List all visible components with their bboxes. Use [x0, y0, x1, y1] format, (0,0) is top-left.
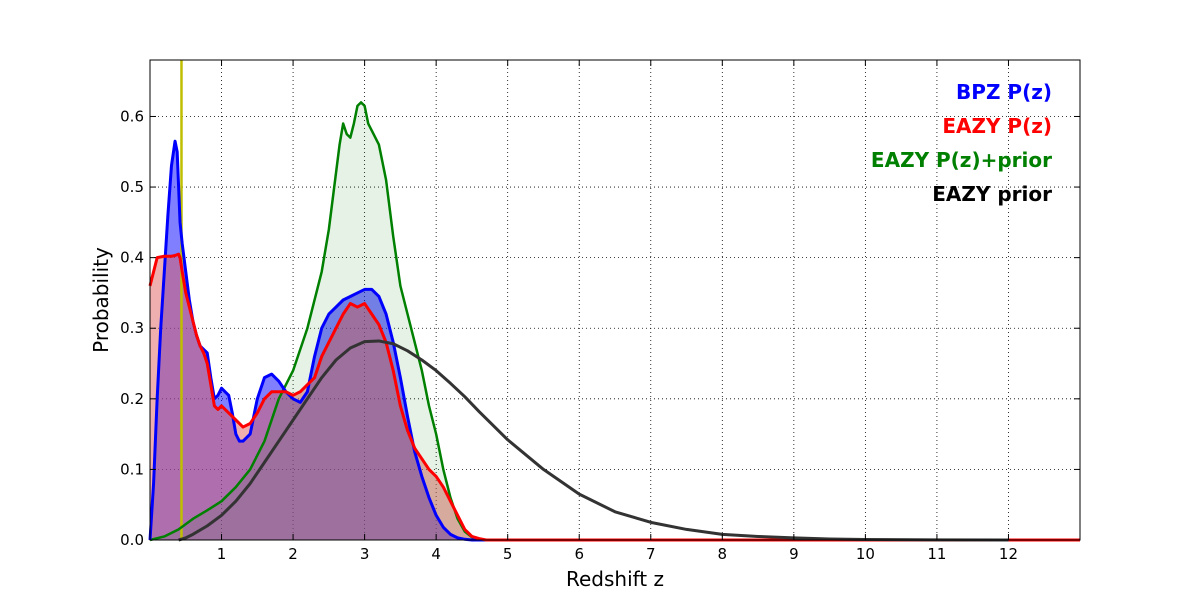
- y-tick-label: 0.3: [120, 319, 144, 337]
- y-tick-label: 0.0: [120, 531, 144, 549]
- x-tick-label: 3: [360, 545, 370, 563]
- legend: BPZ P(z) EAZY P(z) EAZY P(z)+prior EAZY …: [871, 80, 1052, 206]
- x-tick-label: 2: [288, 545, 298, 563]
- y-tick-label: 0.5: [120, 178, 144, 196]
- series-line-2: [149, 101, 1080, 542]
- legend-label-bpz: BPZ P(z): [956, 80, 1052, 104]
- x-tick-label: 9: [789, 545, 799, 563]
- y-axis-label: Probability: [89, 247, 113, 353]
- x-tick-label: 7: [646, 545, 656, 563]
- series-fill-2: [150, 102, 1080, 540]
- axis-ticks: 1 2 3 4 5 6 7 8 9 10 11 120.00.10.20.30.40.50.6: [120, 60, 1080, 563]
- x-tick-label: 10: [856, 545, 875, 563]
- series-fill-1: [150, 254, 1080, 540]
- x-tick-label: 12: [999, 545, 1018, 563]
- legend-label-eazy: EAZY P(z): [942, 114, 1052, 138]
- y-tick-label: 0.1: [120, 460, 144, 478]
- x-tick-label: 11: [927, 545, 946, 563]
- legend-label-eazy-prior-combined: EAZY P(z)+prior: [871, 148, 1052, 172]
- x-axis-label: Redshift z: [566, 567, 664, 591]
- series-line-1: [148, 252, 1080, 542]
- x-tick-label: 4: [431, 545, 441, 563]
- series-line-0: [148, 139, 1080, 542]
- plot-frame: [149, 59, 1081, 541]
- y-tick-label: 0.2: [120, 390, 144, 408]
- x-tick-label: 8: [718, 545, 728, 563]
- legend-label-eazy-prior: EAZY prior: [932, 182, 1052, 206]
- x-tick-label: 6: [574, 545, 584, 563]
- y-tick-label: 0.4: [120, 249, 144, 267]
- series-fills: [150, 102, 1080, 540]
- x-tick-label: 1: [217, 545, 227, 563]
- x-tick-label: 5: [503, 545, 513, 563]
- y-tick-label: 0.6: [120, 107, 144, 125]
